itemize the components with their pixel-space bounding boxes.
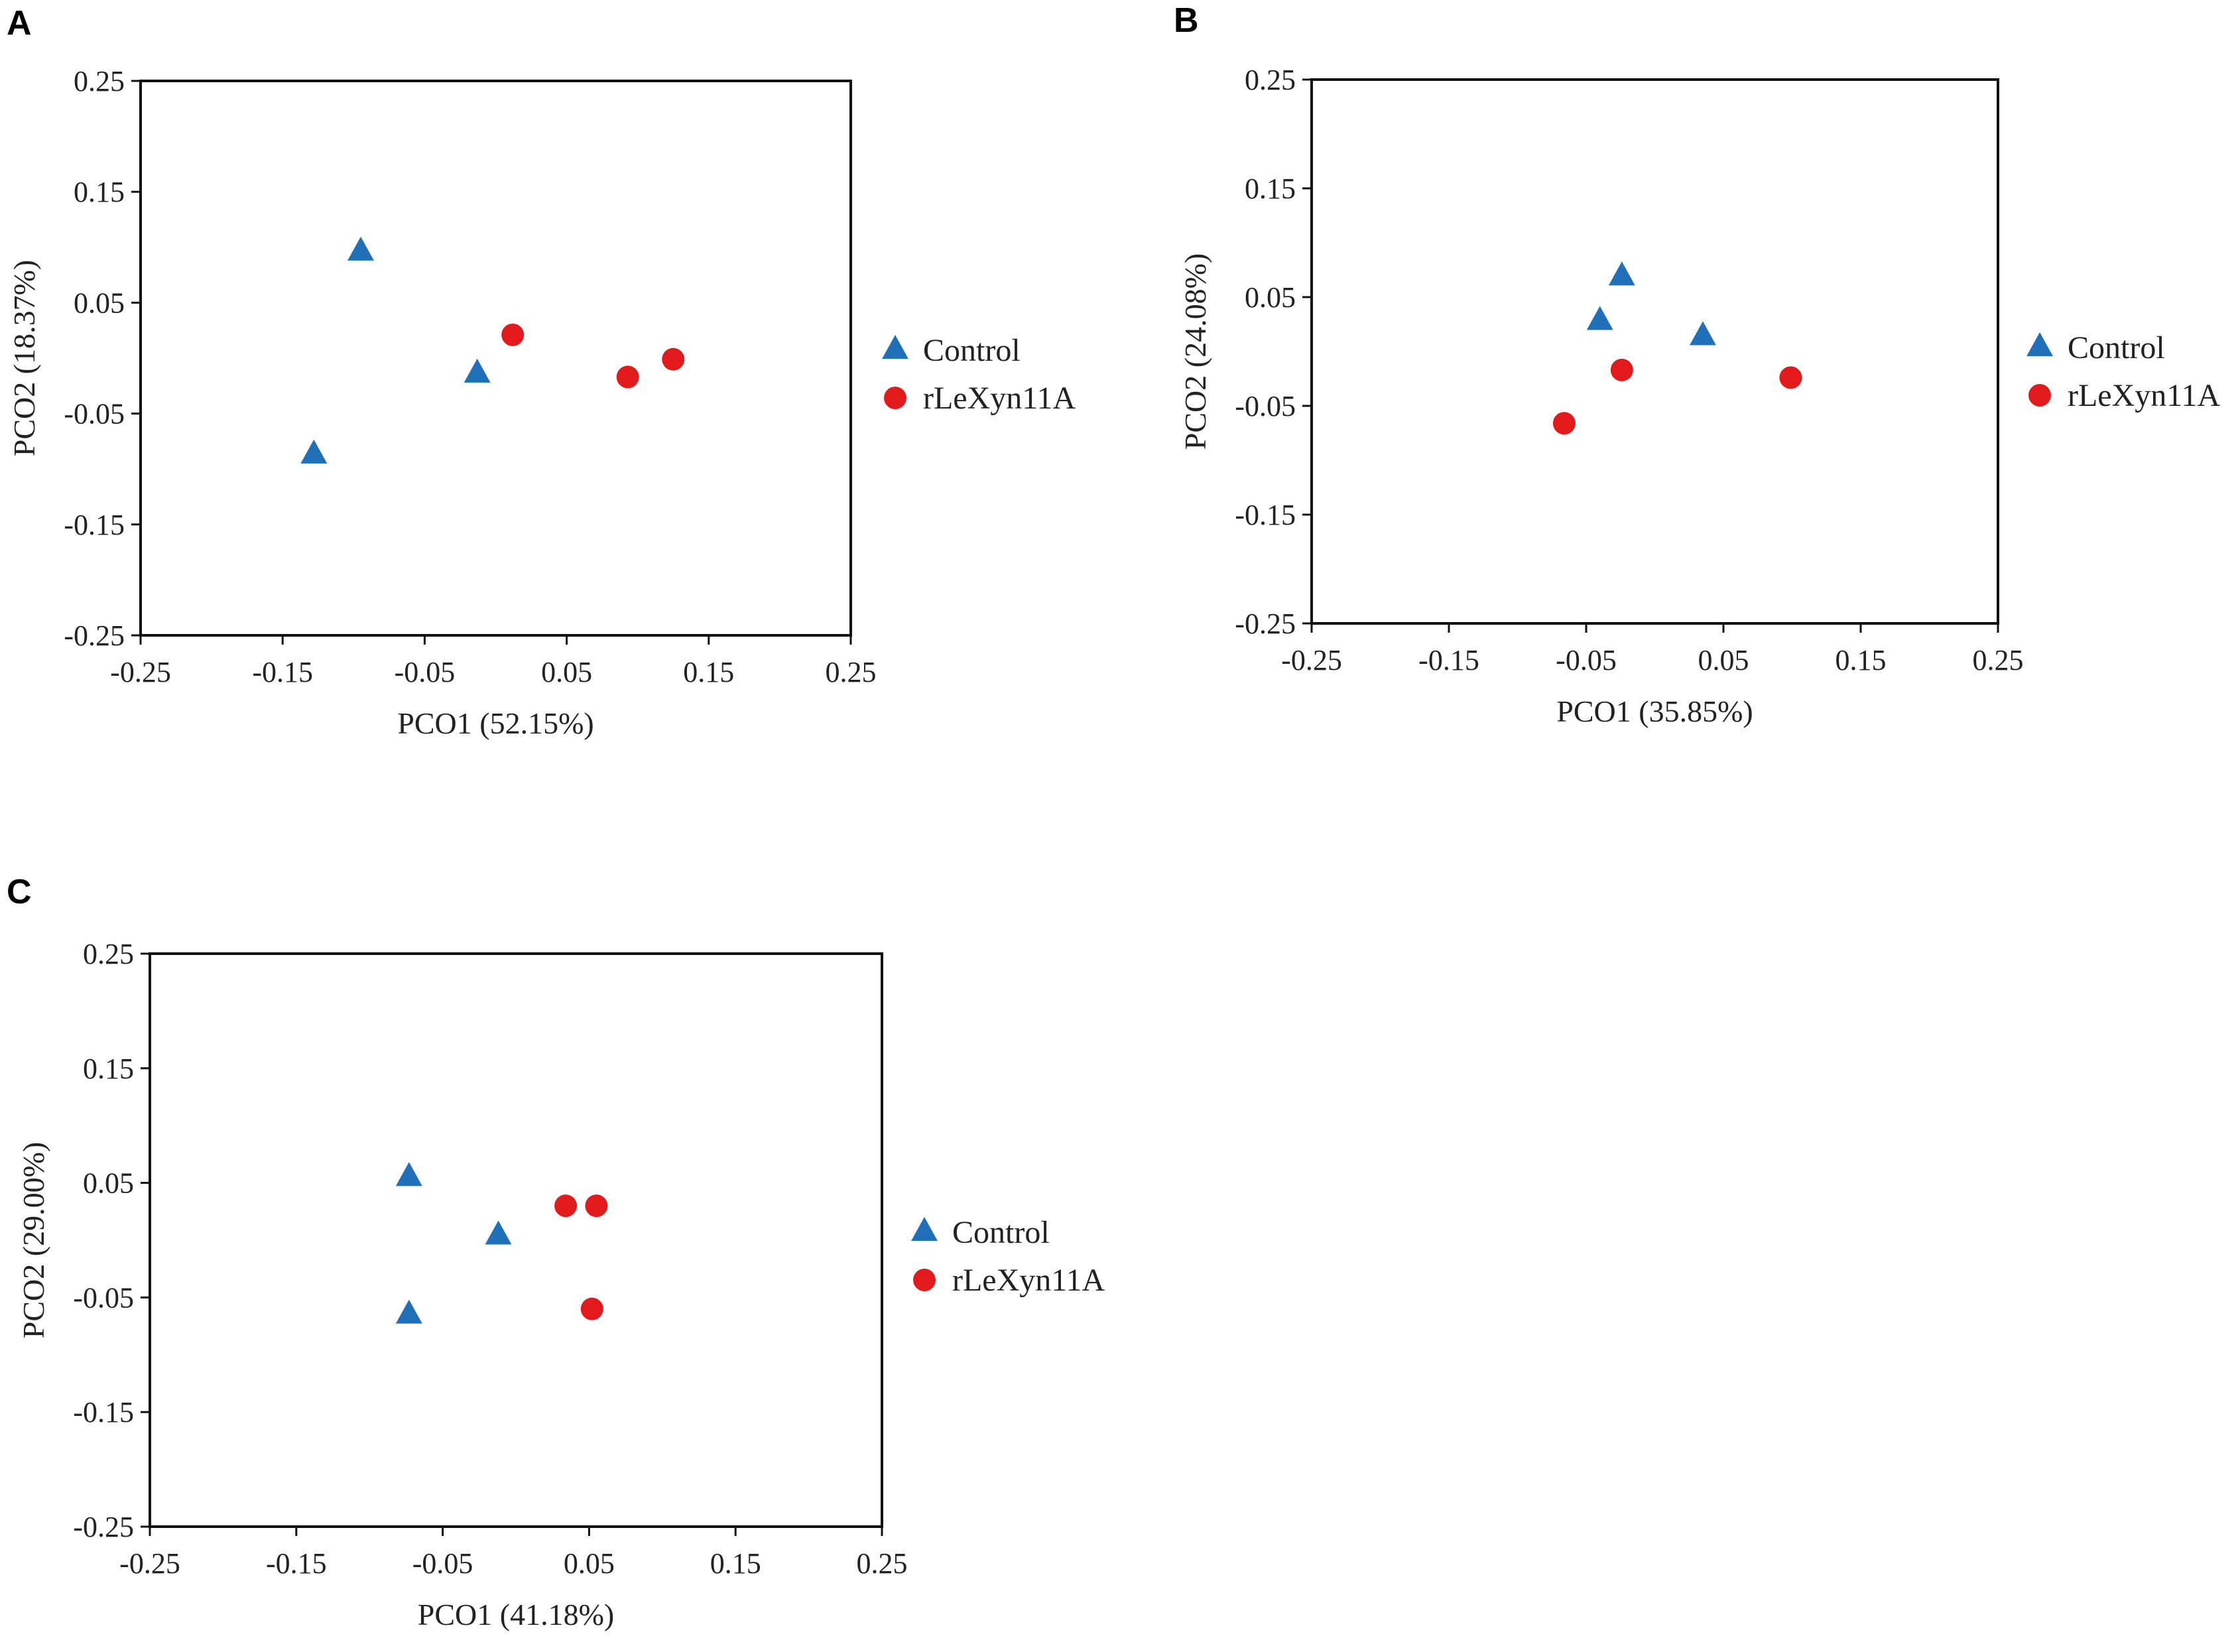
control-point bbox=[300, 439, 328, 464]
x-tick-label: -0.25 bbox=[119, 1547, 180, 1580]
x-tick-label: 0.15 bbox=[1836, 644, 1887, 676]
y-tick-label: -0.05 bbox=[1235, 390, 1296, 422]
y-tick-label: 0.05 bbox=[83, 1167, 134, 1200]
chart-panel-b: -0.25 -0.15 -0.05 0.05 0.15 0.25 -0.25 -0.15 -0.… bbox=[1178, 64, 2220, 728]
rlexyn11a-point bbox=[662, 348, 685, 371]
y-tick-label: -0.15 bbox=[64, 509, 125, 541]
control-point bbox=[1690, 321, 1716, 346]
y-tick-label: 0.15 bbox=[1245, 172, 1296, 205]
y-tick-label: -0.05 bbox=[64, 398, 125, 430]
legend-rlexyn11a-marker bbox=[2028, 384, 2051, 407]
control-point bbox=[464, 358, 491, 383]
x-tick-label: 0.25 bbox=[826, 656, 877, 688]
legend-label: rLeXyn11A bbox=[2068, 378, 2220, 413]
y-tick-label: -0.25 bbox=[64, 619, 125, 652]
x-tick-label: 0.05 bbox=[1698, 644, 1749, 676]
plot-area-frame bbox=[139, 80, 852, 637]
y-axis-title: PCO2 (29.00%) bbox=[17, 1142, 50, 1338]
plot-area-frame bbox=[149, 952, 883, 1528]
x-tick-label: -0.05 bbox=[412, 1547, 473, 1580]
legend-rlexyn11a-marker bbox=[913, 1269, 936, 1291]
control-point bbox=[1586, 306, 1613, 330]
rlexyn11a-point bbox=[585, 1194, 608, 1218]
x-tick-label: -0.25 bbox=[1281, 644, 1342, 676]
x-tick-label: 0.25 bbox=[857, 1547, 908, 1580]
y-tick-label: -0.15 bbox=[1235, 499, 1296, 531]
rlexyn11a-point bbox=[501, 323, 525, 346]
x-axis-title: PCO1 (41.18%) bbox=[418, 1598, 614, 1631]
legend-control-marker bbox=[882, 335, 908, 359]
rlexyn11a-point bbox=[1610, 358, 1633, 381]
chart-panel-c: -0.25 -0.15 -0.05 0.05 0.15 0.25 -0.25 -0.15 -0.… bbox=[17, 938, 1105, 1631]
x-tick-label: 0.05 bbox=[541, 656, 592, 688]
x-tick-label: 0.15 bbox=[710, 1547, 761, 1580]
y-axis-title: PCO2 (18.37%) bbox=[7, 260, 41, 456]
control-point bbox=[395, 1162, 422, 1186]
y-tick-label: 0.25 bbox=[74, 65, 125, 97]
x-tick-label: 0.15 bbox=[683, 656, 734, 688]
x-tick-label: 0.05 bbox=[564, 1547, 615, 1580]
control-point bbox=[485, 1220, 512, 1245]
control-point bbox=[1608, 261, 1635, 286]
legend-control-marker bbox=[2026, 332, 2053, 357]
legend-control-marker bbox=[911, 1217, 938, 1241]
rlexyn11a-point bbox=[554, 1194, 578, 1218]
x-axis-title: PCO1 (52.15%) bbox=[397, 706, 593, 740]
y-tick-label: -0.25 bbox=[73, 1511, 134, 1543]
x-tick-label: -0.05 bbox=[1556, 644, 1617, 676]
legend-label: rLeXyn11A bbox=[952, 1263, 1105, 1298]
y-tick-label: 0.15 bbox=[74, 176, 125, 208]
rlexyn11a-point bbox=[1779, 366, 1802, 389]
y-tick-label: 0.05 bbox=[1245, 281, 1296, 314]
legend-label: Control bbox=[2068, 330, 2165, 365]
x-tick-label: 0.25 bbox=[1973, 644, 2024, 676]
x-axis-title: PCO1 (35.85%) bbox=[1556, 694, 1753, 728]
panel-letter-a: A bbox=[7, 4, 32, 42]
plot-area-frame bbox=[1310, 78, 1999, 625]
legend-rlexyn11a-marker bbox=[884, 387, 906, 409]
x-tick-label: -0.15 bbox=[252, 656, 313, 688]
y-tick-label: -0.25 bbox=[1235, 607, 1296, 640]
y-tick-label: 0.25 bbox=[83, 938, 134, 970]
legend-label: rLeXyn11A bbox=[923, 381, 1076, 416]
control-point bbox=[395, 1299, 422, 1324]
y-tick-label: 0.05 bbox=[74, 286, 125, 319]
rlexyn11a-point bbox=[616, 365, 639, 389]
x-tick-label: -0.15 bbox=[266, 1547, 327, 1580]
legend-label: Control bbox=[923, 333, 1021, 368]
y-axis-title: PCO2 (24.08%) bbox=[1178, 253, 1212, 450]
y-tick-label: -0.15 bbox=[73, 1396, 134, 1429]
panel-letter-c: C bbox=[7, 873, 32, 911]
y-tick-label: 0.15 bbox=[83, 1052, 134, 1085]
x-tick-label: -0.05 bbox=[395, 656, 456, 688]
chart-panel-a: -0.25 -0.15 -0.05 0.05 0.15 0.25 -0.25 -0.15 -0.… bbox=[7, 65, 1076, 740]
x-tick-label: -0.15 bbox=[1418, 644, 1479, 676]
y-tick-label: -0.05 bbox=[73, 1281, 134, 1314]
legend-label: Control bbox=[952, 1215, 1050, 1250]
control-point bbox=[347, 236, 374, 261]
panel-letter-b: B bbox=[1174, 1, 1199, 40]
rlexyn11a-point bbox=[1552, 412, 1576, 435]
x-tick-label: -0.25 bbox=[110, 656, 171, 688]
rlexyn11a-point bbox=[580, 1297, 603, 1320]
y-tick-label: 0.25 bbox=[1245, 64, 1296, 96]
